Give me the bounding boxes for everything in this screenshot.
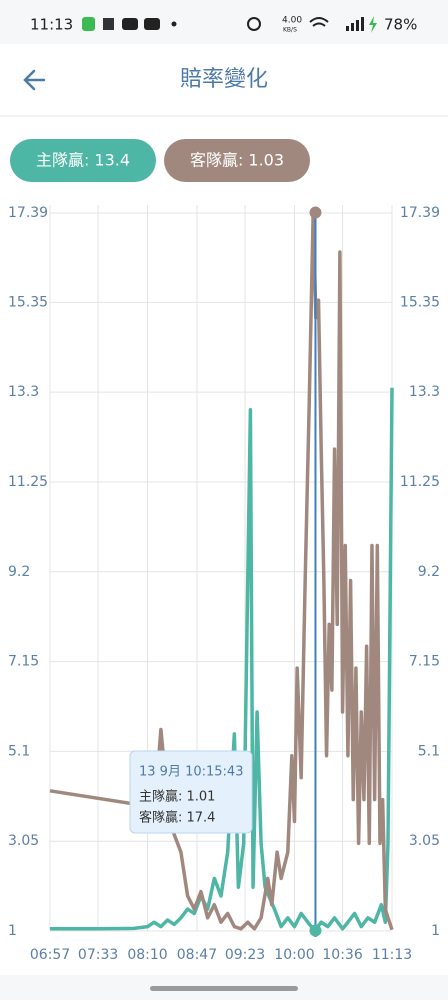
y2-tick-label: 13.3 [409,384,440,400]
y-tick-label: 7.15 [8,654,39,670]
y2-tick-label: 15.35 [400,294,440,310]
y-tick-label: 1 [8,923,17,939]
odds-button[interactable] [164,139,310,182]
tooltip [129,750,253,834]
y2-tick-label: 9.2 [418,564,440,580]
y-tick-label: 3.05 [8,833,39,849]
x-tick-label: 10:36 [322,947,362,963]
speed-unit: KB/S [283,27,297,34]
y-tick-label: 11.25 [8,474,48,490]
y-tick-label: 15.35 [8,294,48,310]
tooltip-item: 客隊贏: 17.4 [139,810,215,826]
y2-tick-label: 7.15 [409,654,440,670]
signal [351,23,354,31]
cursor-point [309,924,322,937]
y2-tick-label: 1 [431,923,440,939]
y-tick-label: 9.2 [8,564,30,580]
app-icon [82,17,95,31]
dot-icon [171,21,177,27]
series-line [50,387,394,933]
signal [361,17,364,31]
status-time: 11:13 [30,16,73,34]
signal [356,20,359,31]
status-bar [0,0,448,44]
y2-tick-label: 5.1 [418,743,440,759]
x-tick-label: 08:47 [177,947,217,963]
cursor-point [309,206,322,219]
page-title: 賠率變化 [180,67,268,92]
y2-tick-label: 3.05 [409,833,440,849]
x-tick-label: 10:00 [274,947,314,963]
x-tick-label: 09:23 [225,947,265,963]
x-tick-label: 11:13 [372,947,412,963]
x-tick-label: 07:33 [78,947,118,963]
odds-button[interactable] [10,139,156,182]
app-icon [103,18,114,30]
signal [346,26,349,31]
y2-tick-label: 11.25 [400,474,440,490]
charge-icon [369,16,377,33]
youtube-icon [144,18,160,30]
home-indicator[interactable] [150,986,298,991]
wifi-icon [309,17,329,27]
odds-button-label: 主隊贏: 13.4 [36,151,130,170]
tooltip-title: 13 9月 10:15:43 [139,765,243,780]
series-line [49,210,394,931]
back-button[interactable] [23,69,46,91]
tooltip-item: 主隊贏: 1.01 [139,789,215,805]
youtube-icon [122,18,138,30]
alarm-icon [247,17,261,31]
speed: 4.00 [282,16,302,26]
x-tick-label: 08:10 [127,947,167,963]
odds-button-label: 客隊贏: 1.03 [190,151,284,170]
x-tick-label: 06:57 [30,947,70,963]
y-tick-label: 13.3 [8,384,39,400]
y2-tick-label: 17.39 [400,205,440,221]
y-tick-label: 17.39 [8,205,48,221]
y-tick-label: 5.1 [8,743,30,759]
battery: 78% [384,16,417,34]
